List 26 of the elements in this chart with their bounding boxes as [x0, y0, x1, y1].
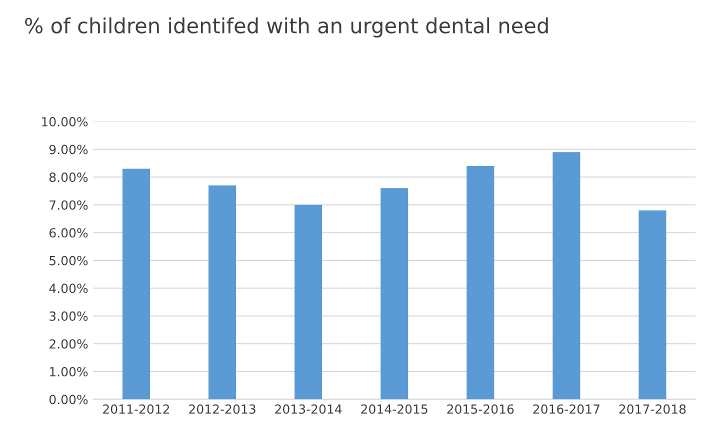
y-tick-label: 6.00%: [50, 228, 88, 238]
bar: [380, 188, 408, 400]
x-tick-label: 2015-2016: [447, 404, 514, 414]
bar: [552, 152, 580, 400]
chart-title: % of children identifed with an urgent dental need: [25, 17, 548, 38]
x-tick-label: 2016-2017: [533, 404, 600, 414]
x-tick-label: 2014-2015: [361, 404, 428, 414]
y-tick-label: 8.00%: [49, 172, 88, 182]
x-tick-label: 2013-2014: [275, 404, 342, 414]
y-tick-label: 3.00%: [50, 311, 88, 321]
y-tick-label: 5.00%: [50, 256, 88, 266]
y-tick-label: 2.00%: [50, 339, 88, 349]
bar: [466, 166, 494, 400]
y-tick-label: 4.00%: [49, 284, 88, 294]
x-tick-label: 2012-2013: [189, 404, 256, 414]
y-tick-label: 0.00%: [49, 394, 88, 404]
y-tick-label: 1.00%: [50, 366, 88, 376]
bar: [208, 185, 236, 400]
y-tick-label: 10.00%: [42, 116, 88, 126]
x-tick-label: 2011-2012: [103, 404, 170, 414]
x-tick-label: 2017-2018: [619, 404, 686, 414]
bar: [294, 204, 322, 400]
y-tick-label: 9.00%: [49, 144, 88, 154]
bar: [122, 168, 150, 400]
y-tick-label: 7.00%: [50, 200, 88, 210]
bar: [638, 210, 666, 400]
